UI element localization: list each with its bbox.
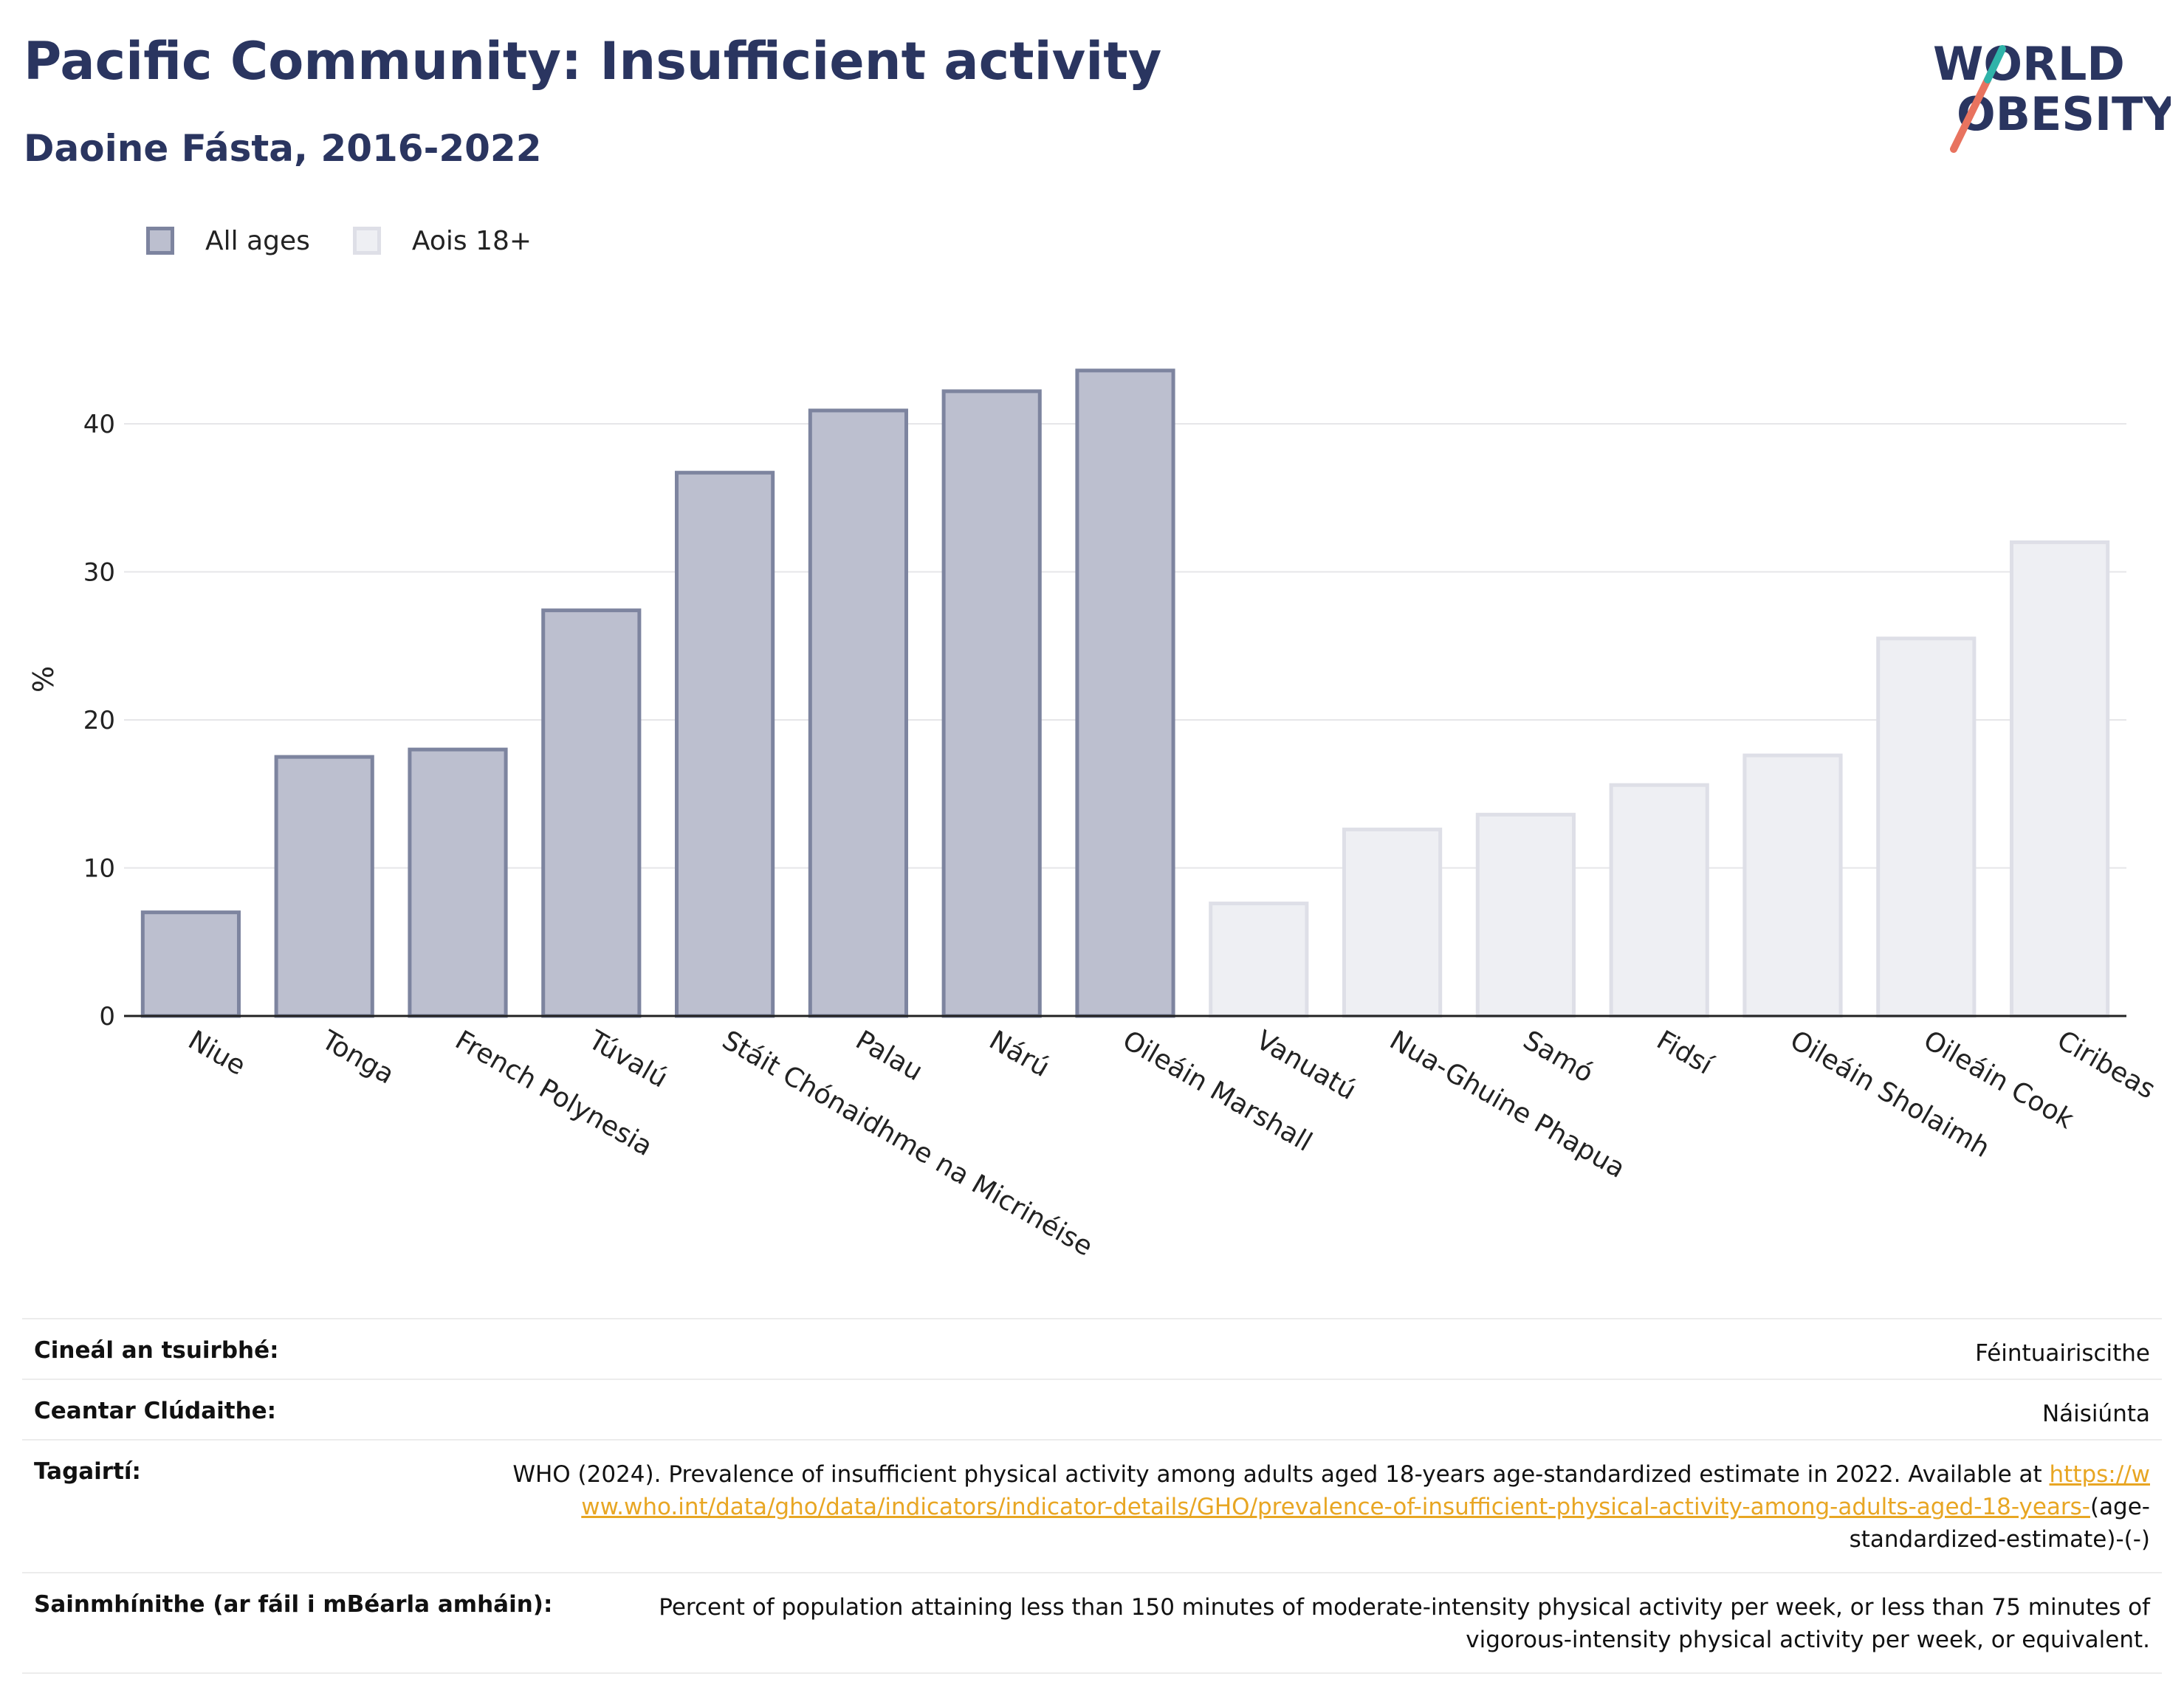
bar[interactable] xyxy=(1209,902,1309,1018)
world-obesity-logo: WORLD OBESITY xyxy=(1933,37,2171,153)
meta-label-area: Ceantar Clúdaithe: xyxy=(34,1398,277,1424)
logo-slash-teal xyxy=(1984,45,2006,83)
y-tick-label: 0 xyxy=(99,1002,115,1031)
x-tick-label: Samó xyxy=(1518,1025,1598,1089)
meta-row-survey-type: Cineál an tsuirbhé: Féintuairiscithe xyxy=(22,1319,2162,1380)
meta-value-area: Náisiúnta xyxy=(2042,1401,2150,1427)
bar[interactable] xyxy=(140,910,241,1018)
x-tick-label: Nua-Ghuine Phapua xyxy=(1384,1025,1630,1184)
legend-item-aois-18[interactable]: Aois 18+ xyxy=(352,225,532,256)
chart-legend: All ages Aois 18+ xyxy=(146,219,574,263)
bar[interactable] xyxy=(2010,540,2110,1018)
legend-item-all-ages[interactable]: All ages xyxy=(146,226,310,256)
meta-row-area: Ceantar Clúdaithe: Náisiúnta xyxy=(22,1380,2162,1441)
meta-label-definitions: Sainmhínithe (ar fáil i mBéarla amháin): xyxy=(34,1591,553,1618)
meta-row-references: Tagairtí: WHO (2024). Prevalence of insu… xyxy=(22,1441,2162,1573)
metadata-table: Cineál an tsuirbhé: Féintuairiscithe Cea… xyxy=(22,1318,2162,1674)
y-tick-label: 20 xyxy=(83,706,115,735)
y-tick-label: 30 xyxy=(83,558,115,588)
legend-swatch-all-ages xyxy=(146,227,174,255)
meta-row-definitions: Sainmhínithe (ar fáil i mBéarla amháin):… xyxy=(22,1573,2162,1674)
logo-line-2: OBESITY xyxy=(1957,87,2171,141)
legend-label-aois-18: Aois 18+ xyxy=(411,225,532,256)
x-tick-label: Tonga xyxy=(316,1025,399,1091)
meta-value-definitions: Percent of population attaining less tha… xyxy=(659,1594,2150,1653)
meta-label-references: Tagairtí: xyxy=(34,1458,141,1485)
legend-swatch-aois-18 xyxy=(352,227,381,255)
bar[interactable] xyxy=(1475,812,1576,1018)
meta-label-survey-type: Cineál an tsuirbhé: xyxy=(34,1337,279,1364)
x-tick-label: Fidsí xyxy=(1652,1025,1718,1081)
bar[interactable] xyxy=(274,755,374,1018)
y-tick-label: 10 xyxy=(83,854,115,884)
bar[interactable] xyxy=(1609,783,1709,1018)
logo-slash-red xyxy=(1950,76,1991,153)
chart-subtitle: Daoine Fásta, 2016-2022 xyxy=(24,127,542,170)
chart-title: Pacific Community: Insufficient activity xyxy=(24,31,1162,92)
meta-value-references: WHO (2024). Prevalence of insufficient p… xyxy=(504,1458,2150,1556)
x-tick-label: Ciribeas xyxy=(2052,1025,2160,1105)
reference-suffix: (age-standardized-estimate)-(-) xyxy=(1849,1494,2150,1553)
legend-label-all-ages: All ages xyxy=(205,225,310,256)
bar[interactable] xyxy=(941,389,1042,1018)
x-tick-label: Palau xyxy=(851,1025,928,1087)
bar[interactable] xyxy=(541,608,642,1018)
x-tick-label: Túvalú xyxy=(583,1025,672,1094)
reference-text: WHO (2024). Prevalence of insufficient p… xyxy=(512,1461,2042,1488)
bar[interactable] xyxy=(1876,636,1977,1018)
logo-line-1: WORLD xyxy=(1933,37,2125,91)
reference-link[interactable]: https://www.who.int/data/gho/data/indica… xyxy=(581,1461,2150,1520)
bar[interactable] xyxy=(1342,827,1443,1018)
bar[interactable] xyxy=(808,408,908,1018)
x-tick-label: Vanuatú xyxy=(1251,1025,1361,1106)
y-tick-label: 40 xyxy=(83,410,115,439)
x-tick-label: Niue xyxy=(183,1025,250,1081)
y-axis-label: % xyxy=(27,666,60,693)
x-tick-label: Nárú xyxy=(984,1025,1055,1083)
bar[interactable] xyxy=(1075,368,1175,1018)
bar[interactable] xyxy=(408,747,508,1018)
bar[interactable] xyxy=(1742,753,1843,1018)
meta-value-survey-type: Féintuairiscithe xyxy=(1975,1340,2150,1367)
bar[interactable] xyxy=(675,470,775,1018)
